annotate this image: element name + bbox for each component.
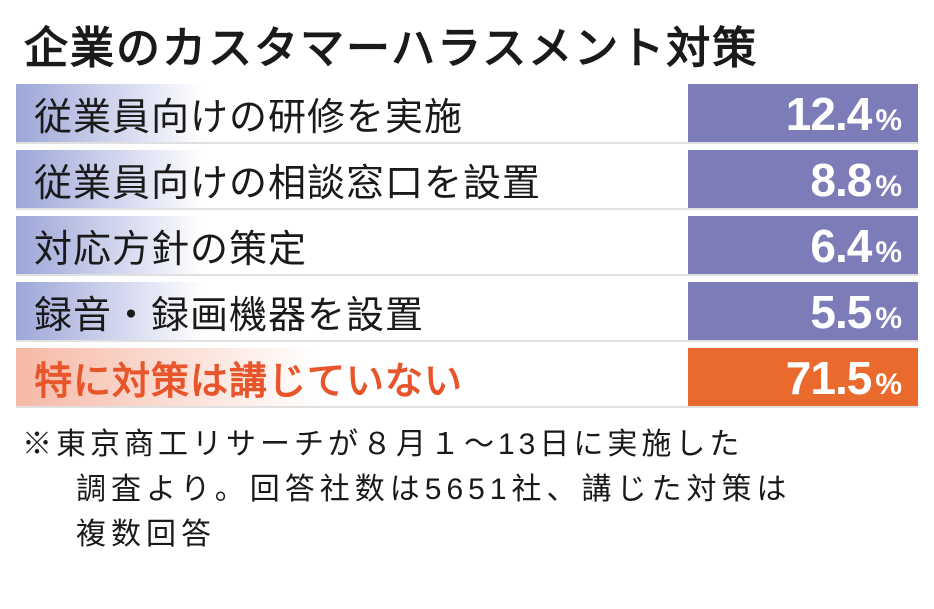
row-label: 特に対策は講じていない [16,348,688,408]
chart-row: 対応方針の策定 6.4 % [16,216,918,276]
row-value-number: 12.4 [786,84,872,144]
footnote-line: 調査より。回答社数は5651社、講じた対策は [22,467,912,512]
row-value-number: 6.4 [810,216,871,276]
row-value: 12.4 % [688,84,918,144]
row-value-number: 5.5 [810,282,871,342]
row-value-unit: % [875,291,902,347]
chart-row: 特に対策は講じていない 71.5 % [16,348,918,408]
row-value: 6.4 % [688,216,918,276]
chart-title: 企業のカスタマーハラスメント対策 [16,12,918,76]
row-label: 従業員向けの研修を実施 [16,84,688,144]
row-value-unit: % [875,357,902,413]
footnote-line: 複数回答 [22,512,912,557]
chart-footnote: ※東京商工リサーチが８月１〜13日に実施した 調査より。回答社数は5651社、講… [16,408,918,557]
row-value-unit: % [875,225,902,281]
footnote-line: ※東京商工リサーチが８月１〜13日に実施した [22,422,912,467]
row-label: 録音・録画機器を設置 [16,282,688,342]
row-label: 対応方針の策定 [16,216,688,276]
chart-row: 録音・録画機器を設置 5.5 % [16,282,918,342]
row-value-unit: % [875,93,902,149]
chart-row: 従業員向けの研修を実施 12.4 % [16,84,918,144]
row-value: 8.8 % [688,150,918,210]
row-value: 71.5 % [688,348,918,408]
row-label: 従業員向けの相談窓口を設置 [16,150,688,210]
row-value: 5.5 % [688,282,918,342]
chart-rows: 従業員向けの研修を実施 12.4 % 従業員向けの相談窓口を設置 8.8 % 対… [16,84,918,408]
row-value-number: 71.5 [786,348,872,408]
chart-row: 従業員向けの相談窓口を設置 8.8 % [16,150,918,210]
row-value-number: 8.8 [810,150,871,210]
row-value-unit: % [875,159,902,215]
